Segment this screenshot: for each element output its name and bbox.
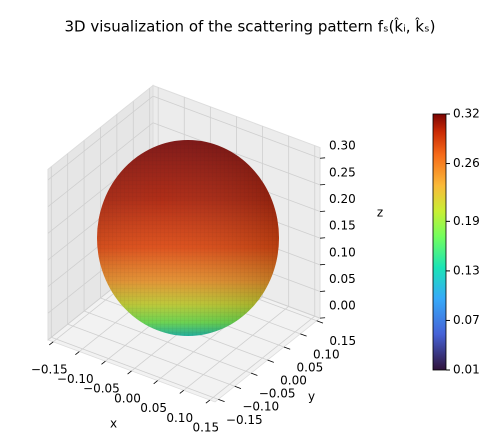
x-tick [153, 380, 158, 385]
z-tick-label: 0.00 [329, 299, 356, 313]
grid-line [152, 95, 321, 159]
z-tick-label: 0.20 [329, 192, 356, 206]
y-axis-label: y [308, 390, 315, 404]
chart-title: 3D visualization of the scattering patte… [65, 17, 436, 36]
x-tick-label: 0.05 [140, 401, 167, 415]
x-tick [127, 370, 132, 375]
colorbar-tick-label: 0.32 [453, 107, 480, 121]
sphere-shade [97, 140, 279, 336]
x-tick-label: −0.05 [83, 382, 120, 396]
x-tick [75, 351, 80, 355]
x-tick-label: −0.15 [31, 362, 68, 376]
z-tick-label: 0.30 [329, 139, 356, 153]
y-tick-label: 0.00 [280, 374, 307, 388]
y-tick-label: −0.10 [242, 400, 279, 414]
grid-line [51, 336, 219, 400]
x-tick-label: 0.15 [192, 421, 219, 435]
colorbar-tick-label: 0.19 [453, 214, 480, 228]
y-tick-label: −0.05 [259, 387, 296, 401]
grid-line [152, 122, 321, 186]
z-axis-label: z [377, 205, 383, 219]
x-tick-label: 0.10 [166, 411, 193, 425]
y-tick-label: −0.15 [226, 413, 263, 427]
y-tick [234, 385, 242, 389]
grid-line [47, 122, 154, 207]
y-tick [250, 372, 258, 376]
x-axis-label: x [110, 416, 117, 430]
grid-line [67, 323, 235, 387]
surface [97, 140, 279, 336]
x-tick-label: −0.10 [57, 372, 94, 386]
y-tick [316, 320, 324, 324]
grid-line [47, 95, 154, 181]
z-tick-label: 0.15 [329, 219, 356, 233]
x-tick [49, 341, 54, 346]
colorbar-tick-label: 0.07 [453, 313, 480, 327]
z-tick-label: 0.25 [329, 165, 356, 179]
z-tick-label: 0.10 [329, 245, 356, 259]
y-tick [283, 346, 291, 350]
y-tick [267, 359, 274, 363]
grid-line [83, 310, 252, 374]
y-tick-label: 0.05 [297, 360, 324, 374]
labels: −0.15−0.10−0.050.000.050.100.15−0.15−0.1… [31, 139, 383, 435]
y-tick [218, 398, 225, 403]
x-tick [205, 399, 211, 404]
x-tick [179, 390, 184, 394]
y-tick [300, 333, 307, 337]
x-tick [101, 360, 106, 365]
z-tick-label: 0.05 [329, 272, 356, 286]
colorbar-tick-label: 0.01 [453, 363, 480, 377]
x-tick-label: 0.00 [114, 391, 141, 405]
colorbar-tick-label: 0.13 [453, 263, 480, 277]
y-tick-label: 0.15 [329, 334, 356, 348]
y-tick-label: 0.10 [313, 347, 340, 361]
colorbar [432, 113, 447, 371]
colorbar-tick-label: 0.26 [453, 156, 480, 170]
